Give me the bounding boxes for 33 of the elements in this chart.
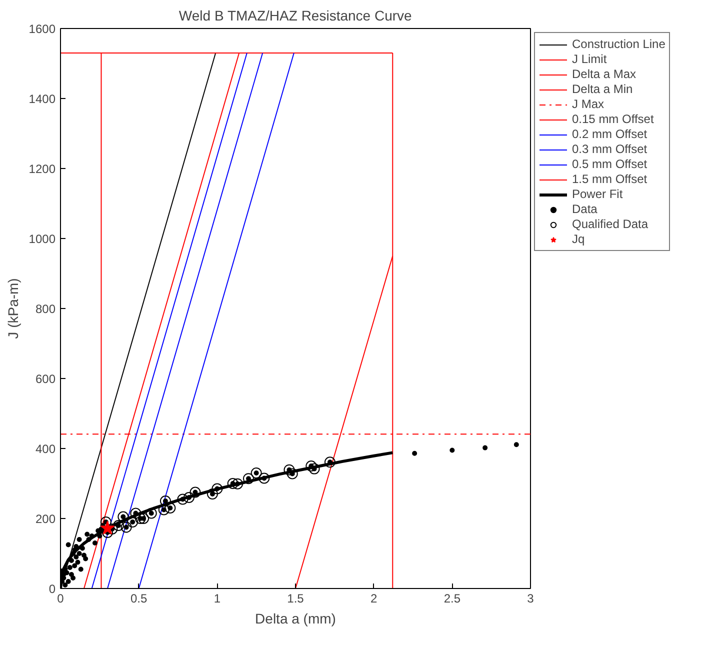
legend-label: 0.5 mm Offset: [572, 157, 648, 171]
x-tick-label: 0.5: [130, 592, 148, 606]
x-tick-label: 0: [57, 592, 64, 606]
x-tick-label: 1.5: [287, 592, 304, 606]
legend-label: 0.15 mm Offset: [572, 112, 654, 126]
y-tick-label: 0: [48, 582, 56, 596]
y-tick-label: 1400: [28, 92, 56, 106]
legend-label: Construction Line: [572, 37, 666, 51]
legend-label: J Max: [572, 97, 604, 111]
legend-label: J Limit: [572, 52, 607, 66]
x-tick-label: 2.5: [444, 592, 461, 606]
legend-label: Delta a Max: [572, 67, 636, 81]
x-tick-label: 3: [527, 592, 534, 606]
y-tick-label: 400: [35, 442, 56, 456]
y-axis-title: J (kPa-m): [4, 278, 21, 339]
legend-label: Qualified Data: [572, 217, 648, 231]
y-tick-label: 1200: [28, 162, 56, 176]
y-tick-label: 1600: [28, 22, 56, 36]
y-tick-label: 800: [35, 302, 56, 316]
y-tick-label: 200: [35, 512, 56, 526]
x-tick-label: 2: [370, 592, 378, 606]
chart-title: Weld B TMAZ/HAZ Resistance Curve: [178, 8, 412, 24]
x-tick-label: 1: [214, 592, 221, 606]
legend-label: 0.3 mm Offset: [572, 142, 648, 156]
y-tick-label: 600: [35, 372, 56, 386]
y-tick-label: 1000: [28, 232, 56, 246]
legend-label: Power Fit: [572, 187, 623, 201]
x-axis-title: Delta a (mm): [255, 610, 336, 626]
legend-label: Data: [572, 202, 598, 216]
legend-label: 0.2 mm Offset: [572, 127, 648, 141]
legend-label: Delta a Min: [572, 82, 633, 96]
legend-label: 1.5 mm Offset: [572, 172, 648, 186]
legend-label: Jq: [572, 232, 586, 246]
